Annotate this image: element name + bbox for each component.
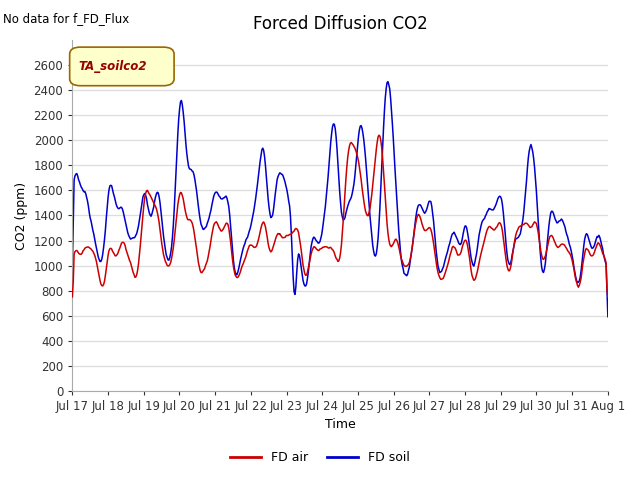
FD air — [375, 132, 383, 138]
Text: TA_soilco2: TA_soilco2 — [79, 60, 147, 73]
FD soil — [206, 211, 214, 216]
FD soil — [385, 82, 393, 88]
X-axis label: Time: Time — [324, 419, 355, 432]
FD soil — [311, 235, 319, 240]
Text: No data for f_FD_Flux: No data for f_FD_Flux — [3, 12, 129, 25]
FD air — [604, 294, 612, 300]
FD air — [472, 272, 480, 278]
FD air — [311, 244, 319, 250]
Line: FD soil: FD soil — [72, 82, 608, 317]
FD soil — [472, 252, 480, 257]
FD air — [206, 244, 214, 250]
FD air — [163, 263, 171, 268]
FancyBboxPatch shape — [70, 47, 174, 86]
FD soil — [68, 266, 76, 272]
FD air — [385, 237, 393, 243]
FD soil — [384, 79, 392, 84]
Y-axis label: CO2 (ppm): CO2 (ppm) — [15, 181, 28, 250]
Legend: FD air, FD soil: FD air, FD soil — [225, 446, 415, 469]
FD air — [68, 294, 76, 300]
FD soil — [604, 314, 612, 320]
FD soil — [427, 199, 435, 204]
FD air — [427, 227, 435, 232]
Line: FD air: FD air — [72, 135, 608, 297]
FD soil — [163, 254, 171, 260]
Title: Forced Diffusion CO2: Forced Diffusion CO2 — [253, 15, 428, 33]
